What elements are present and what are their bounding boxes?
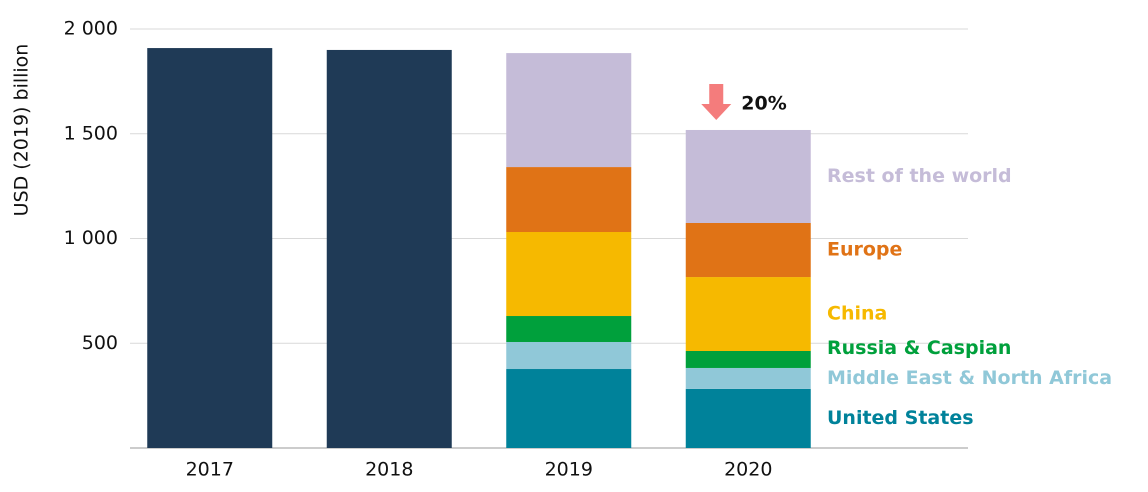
annotation: 20% — [741, 92, 786, 114]
y-tick-label: 1 500 — [64, 122, 118, 144]
legend-label: United States — [827, 407, 974, 429]
bar-segment — [506, 316, 632, 342]
bar-segment — [147, 48, 273, 448]
bar-segment — [685, 388, 811, 448]
x-tick-label: 2018 — [365, 459, 413, 481]
arrow — [701, 83, 732, 120]
legend-label: Middle East & North Africa — [827, 367, 1112, 389]
x-tick-label: 2017 — [186, 459, 234, 481]
legend-label: Rest of the world — [827, 165, 1012, 187]
legend-label: Europe — [827, 239, 902, 261]
legend-label: Russia & Caspian — [827, 337, 1011, 359]
bar-segment — [506, 232, 632, 317]
x-tick-label: 2020 — [724, 459, 772, 481]
bar-segment — [685, 277, 811, 352]
bar-segment — [506, 53, 632, 168]
x-tick-label: 2019 — [545, 459, 593, 481]
y-tick-label: 1 000 — [64, 227, 118, 249]
bar-segment — [685, 351, 811, 368]
bar-segment — [685, 367, 811, 389]
bar-segment — [326, 49, 452, 448]
bar-segment — [685, 129, 811, 223]
y-axis-title: USD (2019) billion — [11, 44, 33, 217]
bar-segment — [506, 341, 632, 370]
y-tick-label: 2 000 — [64, 18, 118, 40]
legend-label: China — [827, 303, 887, 325]
bar-segment — [685, 222, 811, 278]
bar-segment — [506, 167, 632, 233]
bar-segment — [506, 369, 632, 448]
y-tick-label: 500 — [82, 332, 118, 354]
